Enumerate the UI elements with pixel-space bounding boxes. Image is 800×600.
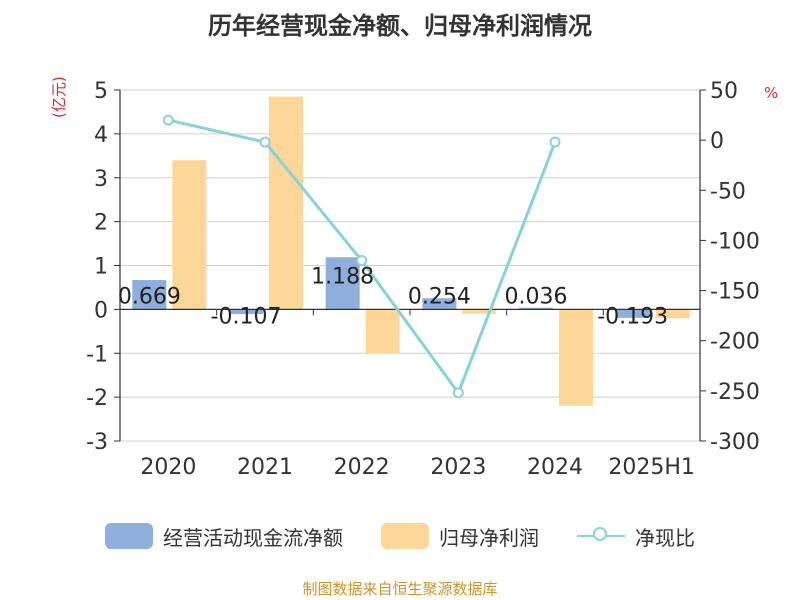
cash-flow-data-label: 0.669 [118, 284, 181, 309]
right-tick-label: -50 [710, 179, 746, 204]
right-axis-unit: % [764, 84, 779, 102]
right-tick-label: -150 [710, 280, 760, 305]
net-profit-bar [655, 309, 690, 319]
net-cash-ratio-line [162, 114, 561, 399]
legend-swatch-net-profit [381, 523, 429, 549]
legend-swatch-cash-flow [105, 523, 153, 549]
net-cash-ratio-point [259, 136, 271, 148]
grid-lines [120, 89, 700, 442]
net-profit-bar [365, 309, 400, 354]
right-tick-label: -250 [710, 380, 760, 405]
right-tick-label: 0 [710, 129, 724, 154]
source-note: 制图数据来自恒生聚源数据库 [302, 580, 498, 598]
right-tick-label: -200 [710, 330, 760, 355]
cash-flow-bar [229, 309, 263, 315]
x-tick-label: 2020 [140, 455, 196, 480]
left-tick-label: 0 [94, 298, 108, 323]
net-cash-ratio-point [162, 114, 174, 126]
cash-flow-data-label: 1.188 [311, 264, 374, 289]
x-tick-label: 2022 [334, 455, 390, 480]
cash-flow-bars [132, 257, 650, 318]
net-cash-ratio-point [356, 254, 368, 266]
net-profit-bars [172, 96, 690, 406]
cash-flow-bar [519, 307, 553, 310]
left-tick-label: 2 [94, 211, 108, 236]
left-tick-label: -2 [86, 386, 108, 411]
left-tick-label: -3 [86, 430, 108, 455]
cash-flow-data-label: 0.036 [505, 284, 568, 309]
axes: 5 4 3 2 1 0 -1 -2 -3 50 0 -50 -100 -150 -200 -250 -300 20… [86, 79, 760, 480]
legend-label-cash-flow: 经营活动现金流净额 [163, 525, 343, 550]
legend-item-cash-flow: 经营活动现金流净额 [105, 522, 343, 551]
x-tick-label: 2021 [237, 455, 293, 480]
x-tick-label: 2023 [430, 455, 486, 480]
left-tick-label: 5 [94, 79, 108, 104]
cash-flow-data-label: -0.193 [597, 304, 668, 329]
net-profit-bar [269, 96, 303, 310]
left-tick-label: -1 [86, 342, 108, 367]
cash-flow-bar [422, 298, 457, 310]
x-tick-label: 2025H1 [608, 455, 695, 480]
legend: 经营活动现金流净额 归母净利润 净现比 [0, 516, 800, 556]
net-profit-bar [559, 309, 593, 406]
cash-flow-data-label: -0.107 [211, 304, 282, 329]
net-cash-ratio-point [452, 387, 464, 399]
cash-flow-data-label: 0.254 [408, 284, 471, 309]
legend-item-net-profit: 归母净利润 [381, 522, 539, 551]
legend-label-net-profit: 归母净利润 [439, 525, 539, 550]
net-profit-bar [462, 309, 497, 314]
legend-swatch-net-cash-ratio [577, 523, 625, 549]
cash-flow-bar [615, 309, 650, 318]
data-labels: 0.669 -0.107 1.188 0.254 0.036 -0.193 [118, 264, 668, 329]
legend-item-net-cash-ratio: 净现比 [577, 522, 695, 551]
left-tick-label: 1 [94, 255, 108, 280]
cash-flow-bar [132, 280, 167, 310]
x-tick-label: 2024 [527, 455, 583, 480]
net-profit-bar [172, 160, 207, 310]
left-tick-label: 3 [94, 167, 108, 192]
right-tick-label: -300 [710, 430, 760, 455]
chart-title: 历年经营现金净额、归母净利润情况 [208, 12, 592, 40]
left-tick-label: 4 [94, 123, 108, 148]
right-tick-label: 50 [710, 79, 738, 104]
right-tick-label: -100 [710, 229, 760, 254]
legend-label-net-cash-ratio: 净现比 [635, 525, 695, 550]
cash-flow-bar [325, 257, 360, 310]
net-cash-ratio-point [549, 136, 561, 148]
